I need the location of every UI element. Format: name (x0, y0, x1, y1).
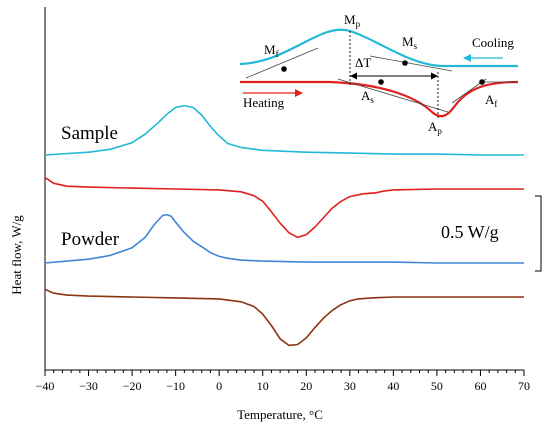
x-tick-labels: −40 −30 −20 −10 0 10 20 30 40 50 60 70 (36, 379, 530, 393)
series-label-sample: Sample (61, 123, 118, 144)
inset-label-ms: Ms (402, 34, 418, 51)
inset-point-ms (402, 60, 408, 66)
x-tick-label: 0 (216, 379, 222, 393)
inset-delta-t-arrowhead-left (350, 72, 357, 80)
inset-delta-t-arrowhead-right (431, 72, 438, 80)
x-tick-label: 60 (474, 379, 486, 393)
series-label-powder: Powder (61, 229, 120, 250)
x-tick-label: 20 (300, 379, 312, 393)
inset-point-as (378, 79, 384, 85)
scale-bar-label: 0.5 W/g (441, 222, 499, 242)
inset-point-mf (281, 66, 287, 72)
x-tick-label: 40 (387, 379, 399, 393)
inset-label-mp: Mp (344, 12, 361, 29)
y-axis-title: Heat flow, W/g (9, 215, 24, 295)
x-tick-label: 10 (257, 379, 269, 393)
x-tick-label: 70 (518, 379, 530, 393)
scale-bar: 0.5 W/g (441, 195, 542, 272)
inset-point-af (479, 79, 485, 85)
curve-powder-cooling (44, 213, 524, 264)
inset-label-delta-t: ΔT (355, 55, 371, 70)
inset-label-af: Af (485, 92, 497, 109)
inset-label-ap: Ap (428, 119, 442, 136)
inset-tangent-as (337, 78, 449, 113)
curve-sample-cooling (44, 104, 524, 156)
inset-cooling-arrowhead (463, 54, 471, 62)
scale-bar-bracket (535, 195, 542, 272)
inset-label-cooling: Cooling (472, 35, 514, 50)
curve-sample-heating (44, 176, 524, 239)
x-tick-label: −20 (123, 379, 142, 393)
x-tick-label: 30 (344, 379, 356, 393)
curve-powder-heating (44, 288, 524, 347)
inset-tangent-mf (245, 47, 319, 79)
inset-cooling-curve (239, 28, 518, 68)
schematic-inset: Mp Mf Ms ΔT As Ap Af Cooling Heating (239, 12, 519, 136)
x-tick-label: −40 (36, 379, 55, 393)
inset-label-heating: Heating (243, 95, 285, 110)
x-ticks (44, 370, 525, 376)
inset-label-as: As (361, 88, 374, 105)
inset-heating-curve (240, 80, 519, 118)
x-tick-label: 50 (431, 379, 443, 393)
x-tick-label: −10 (166, 379, 185, 393)
x-axis-title: Temperature, °C (237, 407, 323, 422)
inset-heating-arrowhead (295, 89, 303, 97)
inset-label-mf: Mf (264, 42, 279, 59)
inset-tangent-ms (369, 55, 453, 72)
curves (44, 104, 524, 347)
x-tick-label: −30 (79, 379, 98, 393)
